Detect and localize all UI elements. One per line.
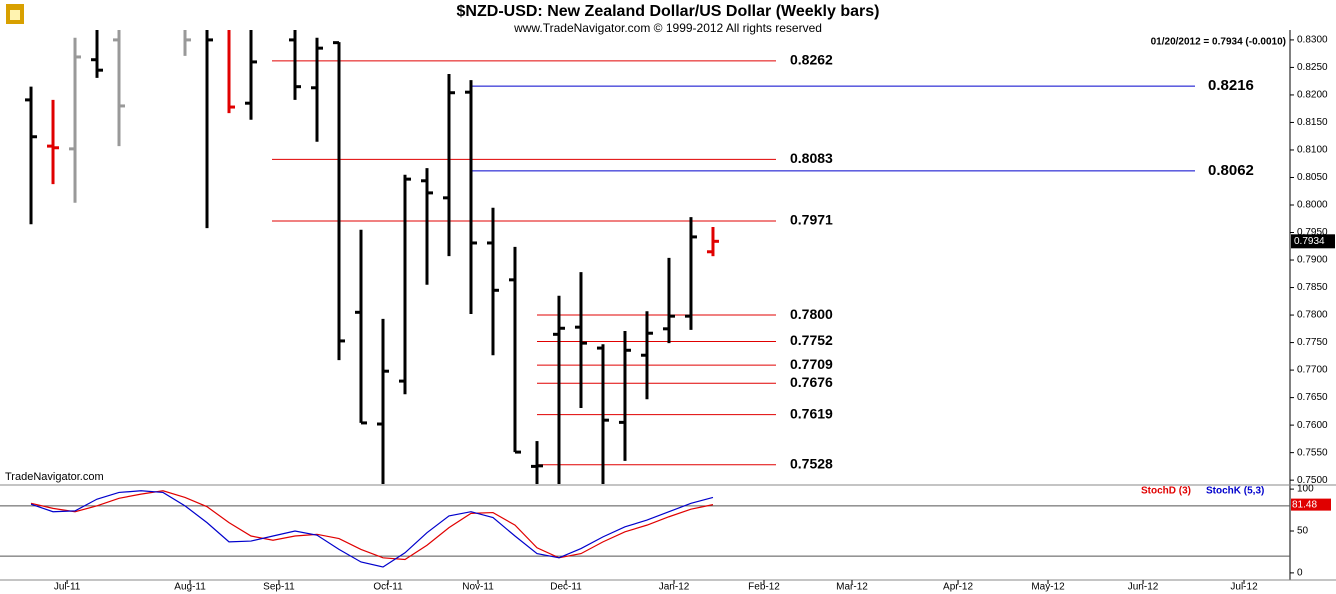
watermark: TradeNavigator.com <box>5 471 104 483</box>
chart-title: $NZD-USD: New Zealand Dollar/US Dollar (… <box>457 3 880 20</box>
level-label: 0.7709 <box>790 356 833 372</box>
y-tick-label: 0.7550 <box>1297 447 1328 458</box>
level-label: 0.8062 <box>1208 162 1254 179</box>
level-label: 0.7752 <box>790 332 833 348</box>
level-label: 0.7528 <box>790 455 833 471</box>
legend-entry: StochD (3) <box>1141 486 1191 497</box>
x-tick-label: Jul-11 <box>54 582 81 593</box>
x-tick-label: Mar-12 <box>836 582 868 593</box>
y-tick-label: 0.7850 <box>1297 282 1328 293</box>
y-tick-label: 0.7600 <box>1297 420 1328 431</box>
x-tick-label: May-12 <box>1031 582 1065 593</box>
header-quote: 01/20/2012 = 0.7934 (-0.0010) <box>1151 37 1286 48</box>
x-tick-label: Feb-12 <box>748 582 780 593</box>
x-tick-label: Dec-11 <box>550 582 582 593</box>
x-tick-label: Jul-12 <box>1230 582 1258 593</box>
stoch-line <box>30 490 714 561</box>
level-label: 0.7800 <box>790 306 833 322</box>
y-tick-label: 0.8100 <box>1297 145 1328 156</box>
last-price-box <box>1291 234 1335 249</box>
price-panel <box>25 30 1195 484</box>
level-label: 0.7971 <box>790 212 833 228</box>
level-label: 0.8262 <box>790 52 833 68</box>
y-tick-label: 0.8050 <box>1297 172 1328 183</box>
x-tick-label: Oct-11 <box>373 582 403 593</box>
y-tick-label: 0.7950 <box>1297 227 1328 238</box>
x-tick-label: Sep-11 <box>263 582 295 593</box>
y-tick-label: 0.7700 <box>1297 365 1328 376</box>
x-tick-label: Apr-12 <box>943 582 973 593</box>
y-tick-label: 0.7500 <box>1297 475 1328 486</box>
legend-entry: StochK (5,3) <box>1206 486 1264 497</box>
y-tick-label: 50 <box>1297 526 1309 537</box>
last-value-box <box>1291 498 1331 511</box>
y-tick-label: 0.8150 <box>1297 117 1328 128</box>
y-tick-label: 0.7900 <box>1297 255 1328 266</box>
stoch-line <box>30 490 714 568</box>
y-tick-label: 0.8300 <box>1297 35 1328 46</box>
y-tick-label: 0.8250 <box>1297 62 1328 73</box>
x-tick-label: Jan-12 <box>659 582 690 593</box>
y-tick-label: 0.7800 <box>1297 310 1328 321</box>
x-tick-label: Jun-12 <box>1128 582 1159 593</box>
stoch-panel <box>0 490 1290 568</box>
logo <box>6 4 24 24</box>
y-tick-label: 100 <box>1297 484 1314 495</box>
y-tick-label: 0.8000 <box>1297 200 1328 211</box>
last-value-label: 81.48 <box>1292 499 1317 510</box>
level-label: 0.8216 <box>1208 77 1254 94</box>
x-tick-label: Nov-11 <box>462 582 494 593</box>
x-tick-label: Aug-11 <box>174 582 206 593</box>
y-tick-label: 0.8200 <box>1297 90 1328 101</box>
y-tick-label: 0 <box>1297 568 1303 579</box>
y-tick-label: 0.7750 <box>1297 337 1328 348</box>
level-label: 0.7676 <box>790 374 833 390</box>
chart-subtitle: www.TradeNavigator.com © 1999-2012 All r… <box>513 21 822 35</box>
level-label: 0.8083 <box>790 150 833 166</box>
last-price-label: 0.7934 <box>1294 236 1325 247</box>
y-tick-label: 0.7650 <box>1297 392 1328 403</box>
level-label: 0.7619 <box>790 405 833 421</box>
